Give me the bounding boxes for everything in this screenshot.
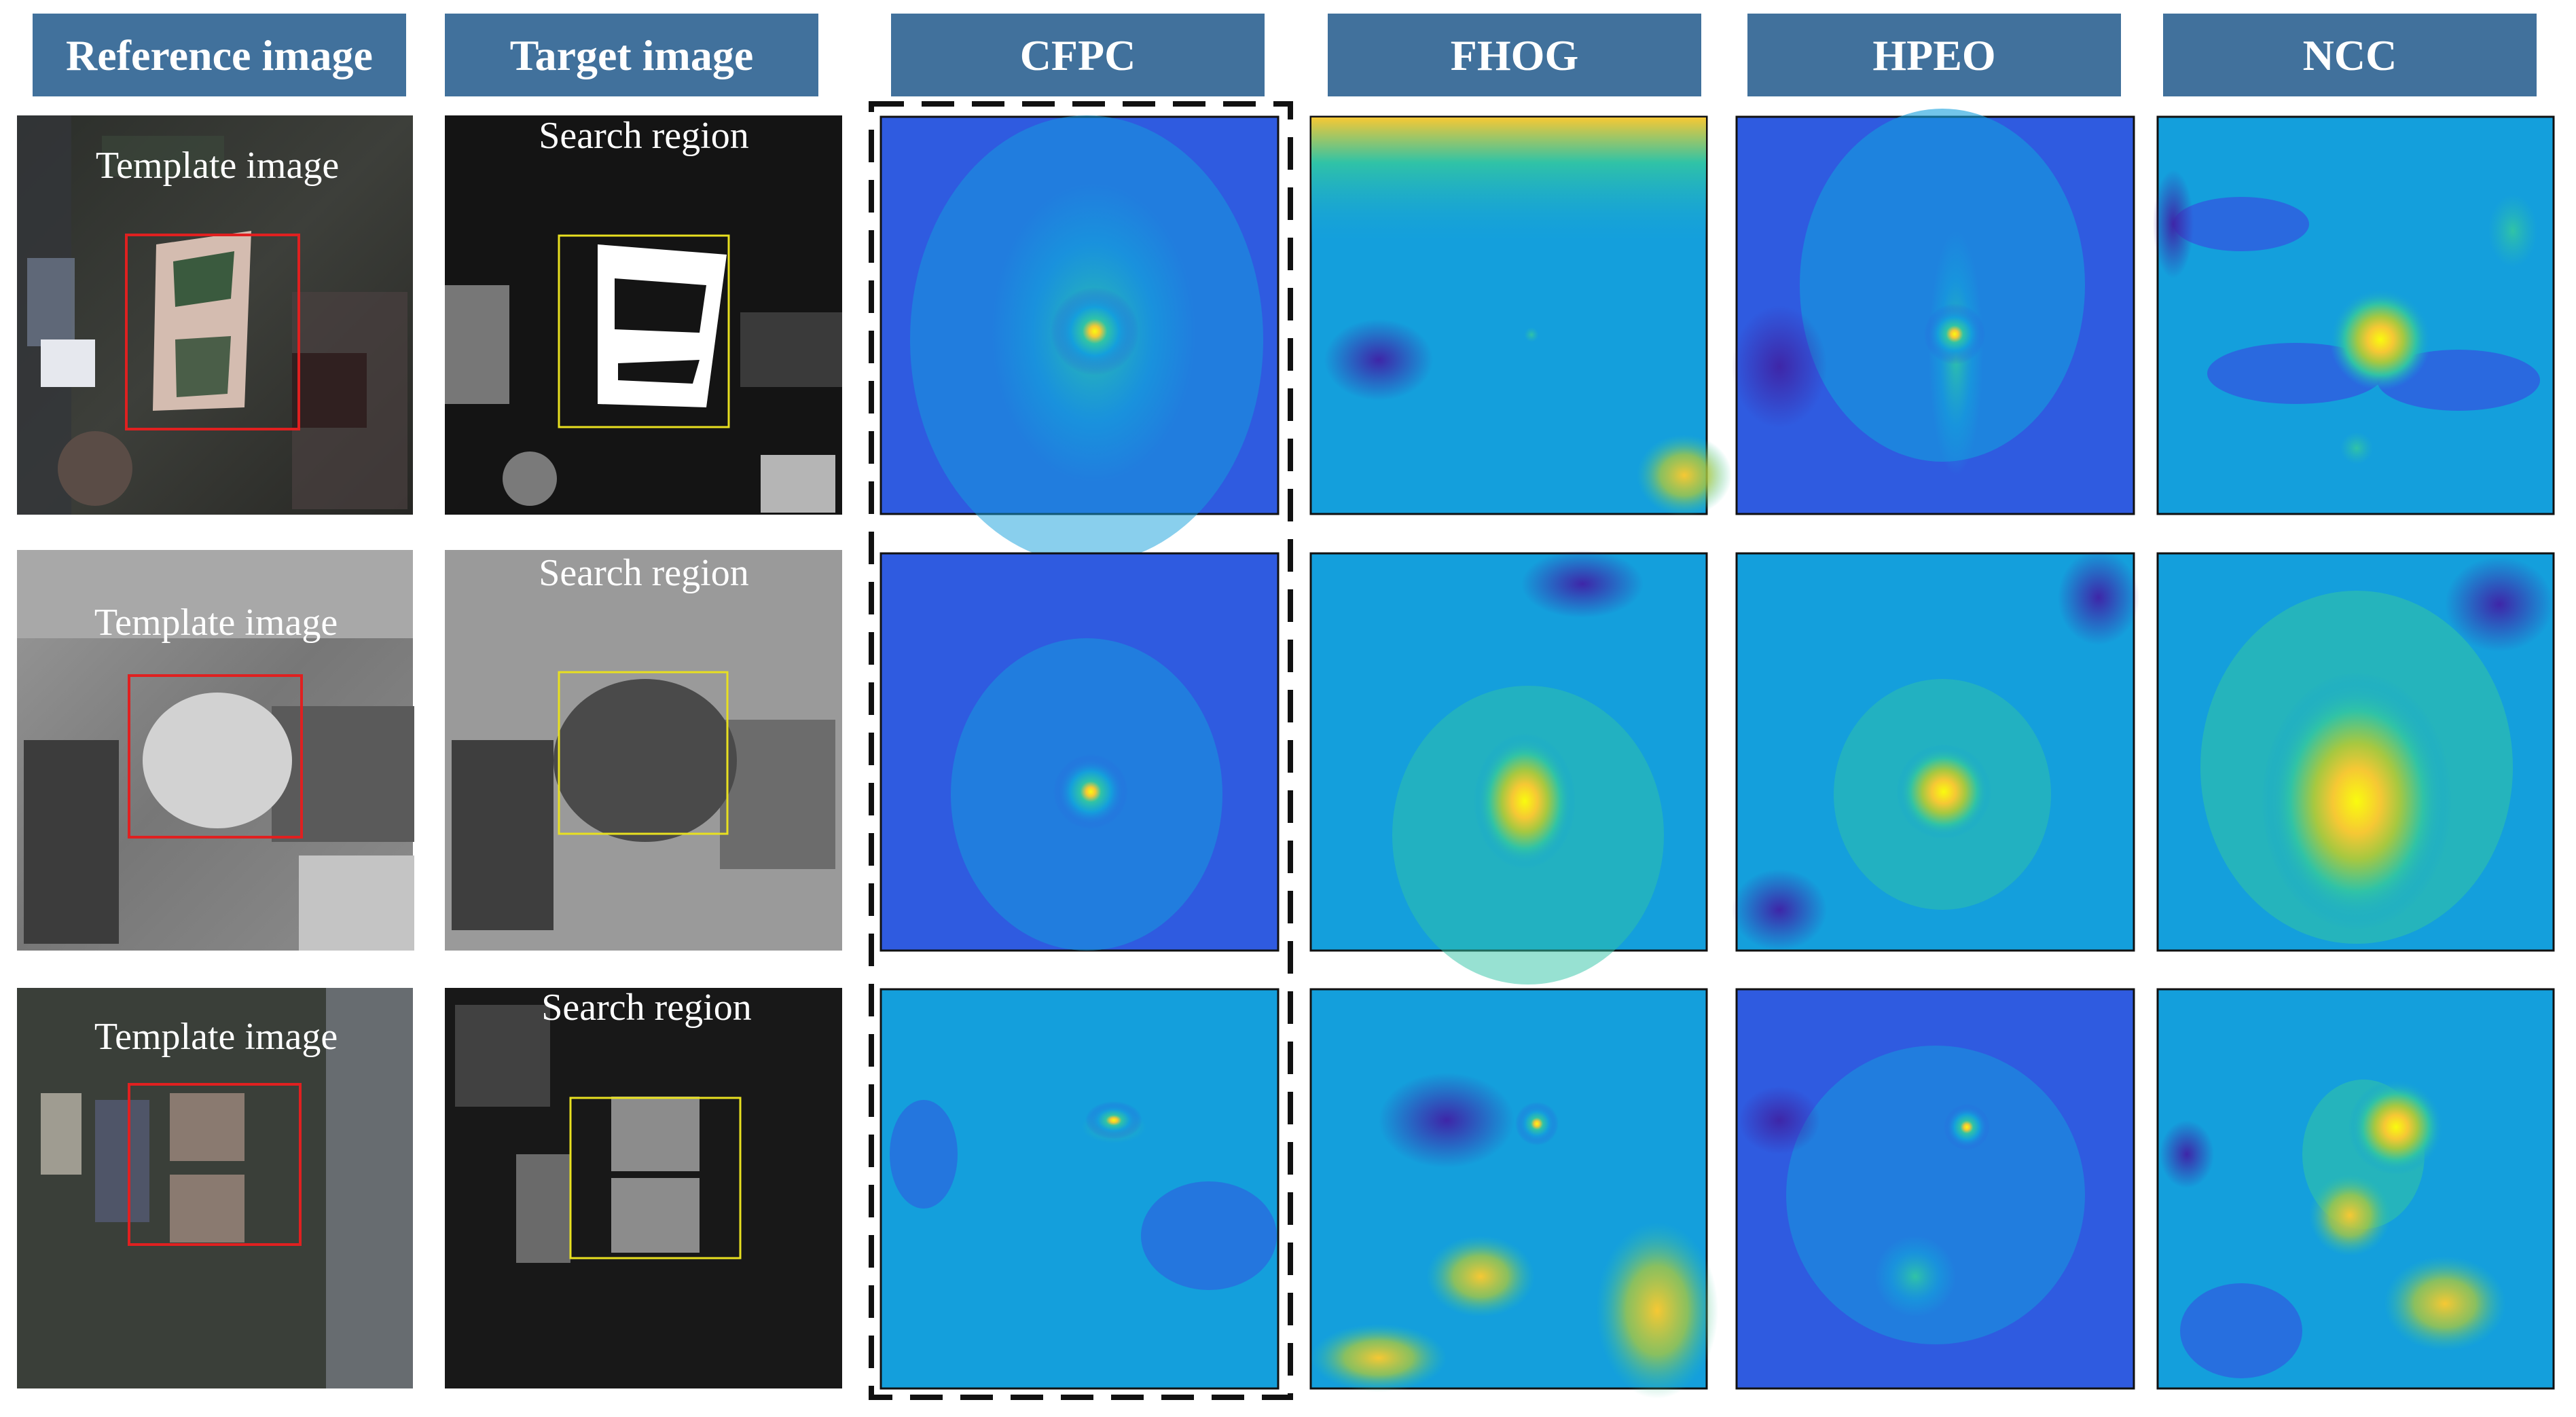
header-fhog-label: FHOG — [1451, 31, 1578, 79]
fhog-map-2 — [1309, 550, 1708, 984]
row-1: Template image Search region — [17, 109, 2555, 564]
header-ncc: NCC — [2163, 14, 2537, 96]
header-ncc-label: NCC — [2303, 31, 2397, 79]
template-label: Template image — [94, 602, 338, 644]
target-image-1: Search region — [445, 115, 842, 515]
fhog-map-3 — [1309, 988, 1718, 1399]
search-label: Search region — [539, 552, 748, 594]
hpeo-map-2 — [1732, 550, 2139, 952]
cfpc-highlight-frame — [869, 101, 1293, 1400]
header-reference: Reference image — [33, 14, 406, 96]
header-target-label: Target image — [510, 31, 753, 79]
search-label: Search region — [541, 987, 751, 1029]
reference-image-3: Template image — [17, 988, 413, 1388]
header-hpeo-label: HPEO — [1872, 31, 1995, 79]
header-hpeo: HPEO — [1747, 14, 2121, 96]
ncc-map-2 — [2156, 552, 2555, 952]
template-box — [128, 1083, 302, 1246]
row-3: Template image Search region — [17, 987, 2555, 1399]
cfpc-map-2 — [879, 552, 1280, 952]
row-2: Template image Search region — [17, 550, 2555, 984]
search-label: Search region — [539, 115, 748, 157]
header-cfpc-label: CFPC — [1020, 31, 1136, 79]
header-fhog: FHOG — [1328, 14, 1701, 96]
cfpc-map-3 — [879, 988, 1280, 1390]
search-box — [569, 1097, 742, 1259]
ncc-map-3 — [2156, 988, 2555, 1390]
reference-image-2: Template image — [17, 550, 414, 951]
reference-image-1: Template image — [17, 115, 413, 515]
cfpc-map-1 — [879, 115, 1280, 564]
search-box — [558, 234, 730, 428]
template-label: Template image — [96, 145, 339, 187]
template-box — [128, 674, 303, 839]
template-label: Template image — [94, 1016, 338, 1058]
template-box — [125, 234, 300, 430]
header-row: Reference image Target image CFPC FHOG H… — [33, 14, 2537, 96]
fhog-map-1 — [1309, 115, 1732, 516]
target-image-2: Search region — [445, 550, 842, 951]
target-image-3: Search region — [445, 987, 842, 1388]
hpeo-map-1 — [1732, 109, 2135, 515]
hpeo-map-3 — [1735, 988, 2135, 1390]
header-target: Target image — [445, 14, 818, 96]
header-cfpc: CFPC — [891, 14, 1265, 96]
search-box — [558, 671, 729, 835]
header-reference-label: Reference image — [66, 31, 373, 79]
ncc-map-1 — [2153, 115, 2555, 515]
